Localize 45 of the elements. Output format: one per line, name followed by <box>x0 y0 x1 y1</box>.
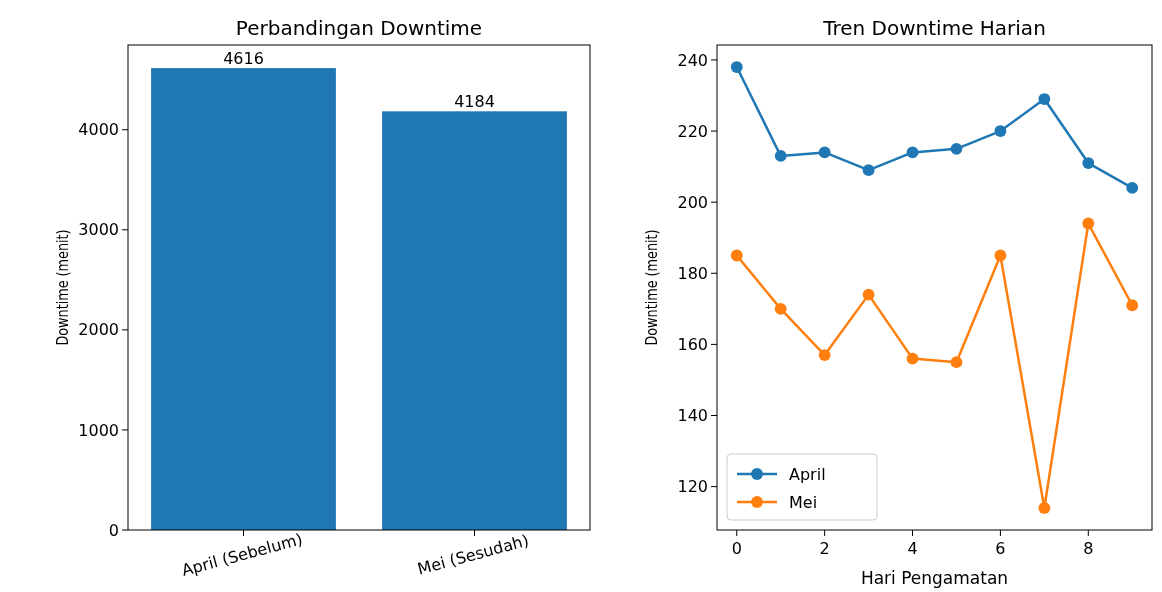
point <box>906 352 919 365</box>
y-tick-label: 180 <box>677 263 708 283</box>
legend-label: April <box>789 464 826 484</box>
y-tick-label: 240 <box>677 50 708 70</box>
x-tick-label: 8 <box>1083 539 1094 558</box>
y-tick-label: 140 <box>677 406 708 426</box>
point <box>730 249 743 262</box>
y-tick-label: 3000 <box>78 220 119 240</box>
point <box>906 146 919 159</box>
data-label: 4184 <box>454 92 495 112</box>
y-tick-label: 160 <box>677 334 708 354</box>
legend-label: Mei <box>789 492 818 512</box>
y-tick-label: 120 <box>677 477 708 497</box>
point <box>862 164 875 177</box>
chart-title: Perbandingan Downtime <box>235 16 483 40</box>
point <box>774 150 787 162</box>
point <box>1126 299 1139 312</box>
y-tick-label: 220 <box>677 121 708 141</box>
point <box>818 146 831 159</box>
point <box>818 349 831 361</box>
point <box>950 356 963 369</box>
y-tick-label: 200 <box>677 192 708 212</box>
chart-title: Tren Downtime Harian <box>822 16 1046 40</box>
point <box>730 61 743 73</box>
point <box>1126 182 1139 194</box>
y-axis-title: Downtime (menit) <box>642 229 661 346</box>
point <box>994 249 1007 262</box>
y-tick-label: 1000 <box>78 420 119 440</box>
point <box>1038 502 1051 514</box>
point <box>774 302 787 315</box>
x-tick-label: 2 <box>819 539 830 558</box>
x-axis-title: Hari Pengamatan <box>860 568 1009 588</box>
point <box>1082 217 1095 230</box>
point <box>1082 157 1095 169</box>
x-tick-label: 0 <box>731 539 742 558</box>
point <box>1038 93 1051 105</box>
y-tick-label: 4000 <box>78 120 119 140</box>
x-tick-label: 4 <box>907 539 918 558</box>
point <box>862 288 875 301</box>
point <box>994 125 1007 137</box>
y-tick-label: 2000 <box>78 320 119 340</box>
x-tick-label: 6 <box>995 539 1006 558</box>
data-label: 4616 <box>223 49 264 69</box>
point <box>950 142 963 155</box>
y-axis-title: Downtime (menit) <box>53 229 72 346</box>
